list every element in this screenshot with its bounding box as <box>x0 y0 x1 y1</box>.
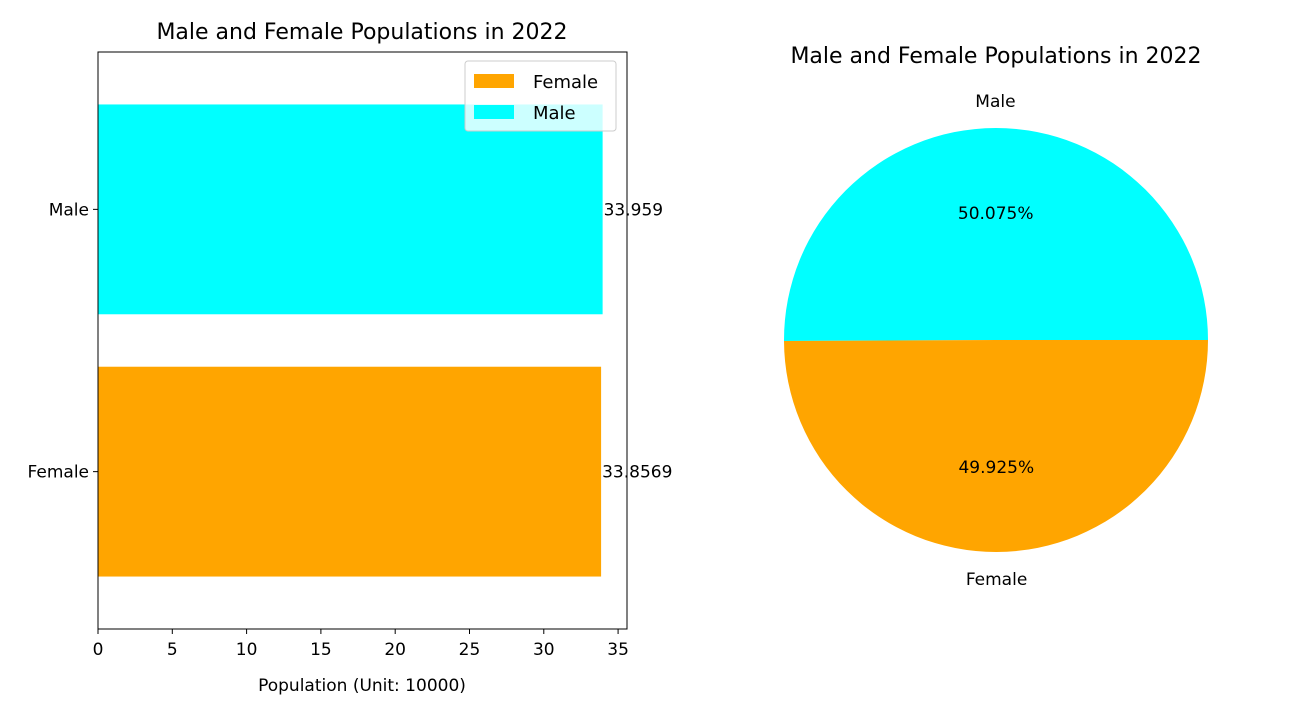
y-tick-label-male: Male <box>49 200 89 220</box>
x-tick-label: 5 <box>167 640 178 660</box>
x-axis-label: Population (Unit: 10000) <box>258 676 466 696</box>
pie-name-label-female: Female <box>966 570 1027 590</box>
legend-label-female: Female <box>533 72 598 93</box>
plot-frame <box>97 51 628 630</box>
pie-name-label-male: Male <box>975 92 1015 112</box>
x-tick-label: 15 <box>310 640 332 660</box>
pie-pct-label-male: 50.075% <box>958 204 1034 224</box>
y-tick-label-female: Female <box>28 463 89 483</box>
x-tick-label: 30 <box>533 640 555 660</box>
pie-slice-female <box>784 340 1208 553</box>
x-tick-label: 35 <box>607 640 629 660</box>
pie-pct-label-female: 49.925% <box>958 458 1034 478</box>
x-tick-label: 10 <box>236 640 258 660</box>
x-axis-ticks: 0 5 10 15 20 25 30 35 <box>93 629 629 660</box>
legend-swatch-female <box>474 74 514 88</box>
pie-chart: Male and Female Populations in 2022 50.0… <box>784 44 1208 590</box>
bar-chart-title: Male and Female Populations in 2022 <box>156 20 567 45</box>
y-axis-ticks: Female Male <box>28 200 98 483</box>
bar-layer <box>98 104 603 577</box>
x-tick-label: 25 <box>459 640 481 660</box>
legend-label-male: Male <box>533 103 576 124</box>
bar-chart: Male and Female Populations in 2022 0 5 10… <box>28 20 673 696</box>
bar-female <box>98 366 602 577</box>
pie-layer: 50.075% Male 49.925% Female <box>784 92 1208 590</box>
pie-slice-male <box>784 128 1208 341</box>
legend-swatch-male <box>474 105 514 119</box>
bar-value-labels: 33.8569 33.959 <box>602 200 672 482</box>
legend: Female Male <box>464 60 617 132</box>
value-label-male: 33.959 <box>604 200 663 220</box>
x-tick-label: 0 <box>93 640 104 660</box>
x-tick-label: 20 <box>384 640 406 660</box>
pie-chart-title: Male and Female Populations in 2022 <box>790 44 1201 69</box>
legend-entries: Female Male <box>474 72 598 124</box>
bar-male <box>98 104 603 315</box>
value-label-female: 33.8569 <box>602 463 672 483</box>
